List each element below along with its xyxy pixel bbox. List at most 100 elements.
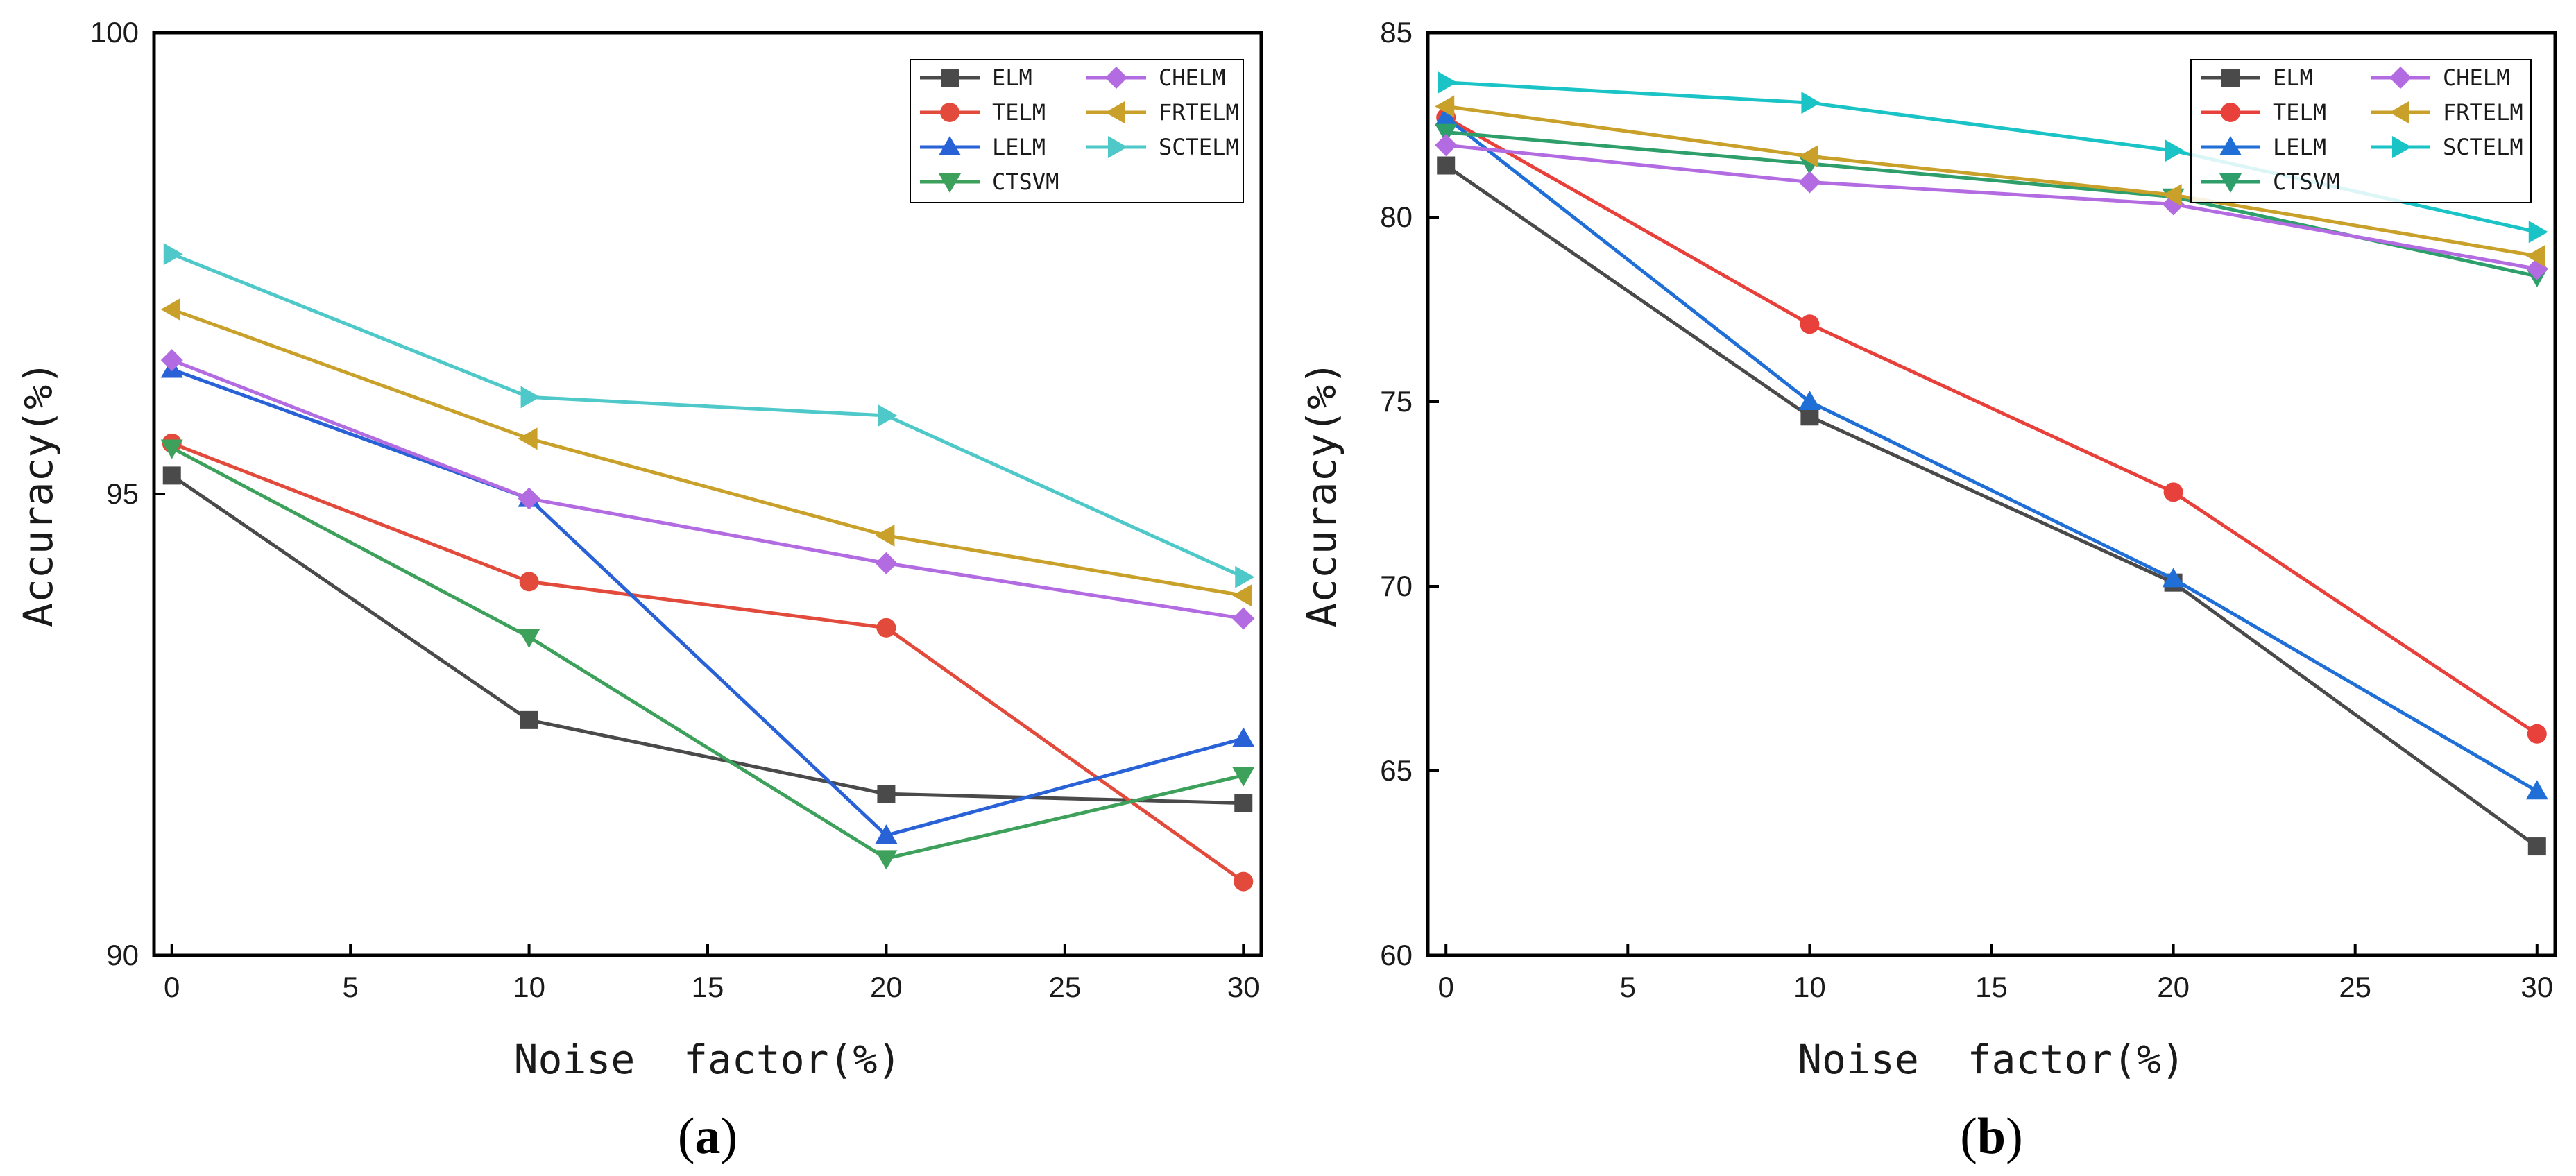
panel-b-x-tick-label: 5	[1620, 971, 1636, 1003]
panel-b-legend-label-elm: ELM	[2273, 65, 2313, 91]
panel-a-y-tick-label: 95	[106, 477, 139, 510]
panel-b-x-tick-label: 25	[2339, 971, 2371, 1003]
panel-b-legend-marker-sctelm	[2392, 136, 2412, 158]
panel-a-legend-box	[910, 59, 1244, 203]
panel-b-legend-marker-frtelm	[2389, 101, 2409, 123]
panel-a-point-frtelm-0	[160, 298, 180, 321]
panel-b-point-sctelm-30	[2528, 221, 2548, 244]
panel-b-point-frtelm-0	[1435, 95, 1455, 118]
panel-b-legend-marker-lelm	[2219, 136, 2242, 155]
panel-a-legend-marker-chelm	[1105, 67, 1127, 89]
panel-a-line-chelm	[171, 358, 1244, 621]
panel-a-y-axis-title: Accuracy(%)	[15, 361, 62, 627]
panel-b-legend-entry-lelm: LELM	[2201, 134, 2326, 160]
panel-b-x-axis-title: Noise factor(%)	[1798, 1036, 2185, 1083]
panel-b-legend: ELM TELM LELM CTSVM CHELM FRTELM SCTELM	[2190, 59, 2532, 203]
panel-b-point-telm-20	[2163, 482, 2183, 502]
panel-b-legend-label-chelm: CHELM	[2443, 65, 2509, 91]
panel-b-point-frtelm-20	[2162, 184, 2182, 207]
panel-a-point-telm-30	[1234, 871, 1254, 892]
panel-a-line-ctsvm	[171, 446, 1244, 860]
panel-a-series-chelm	[160, 349, 1255, 630]
panel-a-legend-label-elm: ELM	[992, 65, 1032, 91]
panel-a-line-elm	[171, 474, 1244, 806]
panel-b-point-lelm-20	[2162, 568, 2185, 588]
panel-b-legend-marker-chelm	[2389, 67, 2412, 89]
panel-b-line-telm	[1444, 116, 2539, 735]
panel-a-series-ctsvm	[160, 439, 1255, 870]
panel-a-legend-entry-lelm: LELM	[920, 134, 1046, 160]
panel-a-point-lelm-30	[1232, 727, 1255, 747]
panel-a-legend-marker-elm	[941, 69, 959, 87]
panel-b-point-elm-10	[1800, 407, 1819, 426]
panel-a-x-tick-label: 30	[1227, 971, 1260, 1003]
panel-b-y-tick-label: 65	[1380, 754, 1413, 787]
panel-a-point-elm-30	[1234, 794, 1253, 812]
panel-b-legend-label-ctsvm: CTSVM	[2273, 169, 2339, 195]
panel-b-line-frtelm	[1445, 104, 2538, 258]
panel-b-legend-entry-chelm: CHELM	[2371, 65, 2509, 91]
panel-b-legend-entry-ctsvm: CTSVM	[2201, 169, 2339, 195]
panel-a-legend: ELM TELM LELM CTSVM CHELM FRTELM SCTELM	[910, 59, 1244, 203]
panel-b-point-telm-10	[1800, 314, 1820, 334]
panel-a-point-elm-20	[877, 785, 896, 803]
panel-b-point-lelm-30	[2525, 780, 2548, 800]
panel-b-series-telm	[1436, 108, 2547, 744]
panel-a-legend-label-sctelm: SCTELM	[1159, 134, 1239, 160]
panel-a-series-frtelm	[160, 298, 1252, 607]
panel-b-y-tick-label: 60	[1380, 939, 1413, 971]
panel-b-point-chelm-10	[1798, 171, 1821, 194]
panel-a-legend-entry-ctsvm: CTSVM	[920, 169, 1059, 195]
panel-a-point-frtelm-20	[875, 524, 895, 547]
panel-b-legend-entry-telm: TELM	[2201, 99, 2326, 126]
panel-b-point-sctelm-10	[1801, 92, 1821, 114]
panel-b-y-tick-label: 70	[1380, 570, 1413, 602]
panel-b-point-telm-30	[2527, 724, 2547, 744]
panel-b-point-lelm-10	[1798, 391, 1821, 410]
panel-a-point-sctelm-30	[1235, 565, 1255, 588]
panel-b-legend-label-telm: TELM	[2273, 99, 2326, 126]
panel-a-point-telm-10	[519, 572, 539, 592]
panel-a-line-frtelm	[171, 307, 1244, 597]
panel-a-legend-marker-telm	[940, 103, 959, 122]
panel-a-x-axis-title: Noise factor(%)	[514, 1036, 902, 1083]
panel-a-series-sctelm	[163, 243, 1255, 588]
panel-b-x-tick-label: 0	[1438, 971, 1454, 1003]
panel-b-legend-label-sctelm: SCTELM	[2443, 134, 2523, 160]
panel-b-point-sctelm-20	[2165, 139, 2185, 162]
panel-a-y-tick-label: 90	[106, 939, 139, 971]
panel-b-series-frtelm	[1435, 95, 2545, 267]
panel-a-point-frtelm-30	[1232, 584, 1252, 607]
panel-a-legend-label-telm: TELM	[992, 99, 1046, 126]
panel-b-point-ctsvm-0	[1435, 123, 1458, 144]
panel-b-series-lelm	[1435, 106, 2548, 800]
panel-b-point-sctelm-0	[1438, 71, 1458, 94]
panel-b-legend-label-lelm: LELM	[2273, 134, 2326, 160]
panel-b-y-tick-label: 80	[1380, 201, 1413, 233]
panel-b-line-elm	[1444, 164, 2539, 849]
panel-a-x-tick-label: 15	[692, 971, 724, 1003]
panel-b-chart: 0 5 10 15 20 25 30 60 65 70 75 80 85 Noise factor(%) A…	[1298, 16, 2557, 1165]
panel-a-chart: 0 5 10 15 20 25 30 90 95 100 Noise factor(%) Accura…	[15, 16, 1263, 1165]
panel-a-legend-entry-chelm: CHELM	[1086, 65, 1225, 91]
panel-a-legend-entry-sctelm: SCTELM	[1086, 134, 1239, 160]
panel-a-point-elm-10	[520, 710, 538, 729]
panel-a-point-telm-20	[876, 617, 896, 638]
panel-a-legend-label-ctsvm: CTSVM	[992, 169, 1059, 195]
panel-a-point-lelm-20	[875, 824, 898, 844]
panel-b-y-axis-title: Accuracy(%)	[1298, 361, 1345, 627]
panel-a-point-ctsvm-10	[518, 629, 540, 649]
panel-b-x-tick-label: 20	[2157, 971, 2190, 1003]
panel-b-legend-box	[2190, 59, 2532, 203]
panel-a-y-tick-label: 100	[90, 16, 139, 49]
panel-a-point-frtelm-10	[518, 427, 538, 450]
panel-b-panel-label: (b)	[1960, 1108, 2022, 1165]
panel-b-y-tick-label: 75	[1380, 385, 1413, 418]
panel-a-point-chelm-20	[875, 552, 898, 574]
panel-a-x-tick-label: 25	[1048, 971, 1081, 1003]
panel-a-point-chelm-0	[160, 349, 183, 372]
panel-b-legend-label-frtelm: FRTELM	[2443, 99, 2523, 126]
panel-a-legend-entry-elm: ELM	[920, 65, 1032, 91]
panel-a-point-ctsvm-20	[875, 850, 898, 870]
panel-b-y-tick-label: 85	[1380, 16, 1413, 49]
